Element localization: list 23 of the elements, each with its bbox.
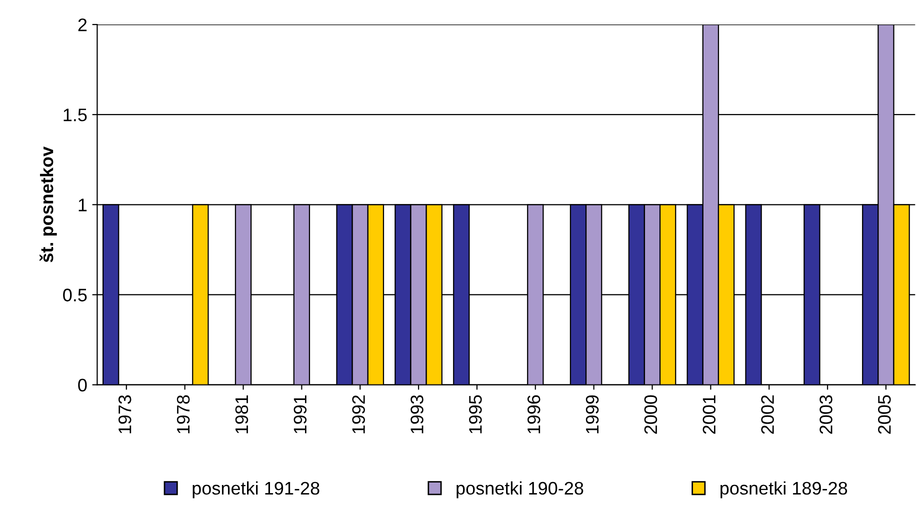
- x-tick-label: 2005: [878, 395, 891, 434]
- x-tick-label: 1995: [469, 395, 482, 434]
- legend-label: posnetki 191-28: [192, 481, 320, 498]
- y-tick-label: 1: [78, 198, 87, 212]
- y-axis-title: št. posnetkov: [40, 146, 57, 262]
- legend-label: posnetki 189-28: [720, 481, 848, 498]
- x-tick-label: 2002: [761, 395, 774, 434]
- y-tick-label: 0: [78, 378, 87, 392]
- legend-label: posnetki 190-28: [456, 481, 584, 498]
- x-tick-label: 1996: [527, 395, 540, 434]
- x-tick-label: 1992: [352, 395, 365, 434]
- x-tick-label: 1993: [410, 395, 424, 434]
- y-tick-label: 2: [78, 18, 87, 32]
- x-tick-label: 1973: [118, 395, 132, 434]
- y-tick-label: 0.5: [63, 288, 87, 302]
- x-tick-label: 1991: [294, 395, 307, 434]
- x-tick-label: 1999: [586, 395, 599, 434]
- x-tick-label: 2000: [644, 395, 658, 434]
- x-tick-label: 1978: [176, 395, 190, 434]
- x-tick-label: 2001: [702, 395, 716, 434]
- x-tick-label: 2003: [820, 395, 832, 434]
- x-tick-label: 1981: [235, 395, 248, 434]
- y-tick-label: 1.5: [64, 108, 87, 122]
